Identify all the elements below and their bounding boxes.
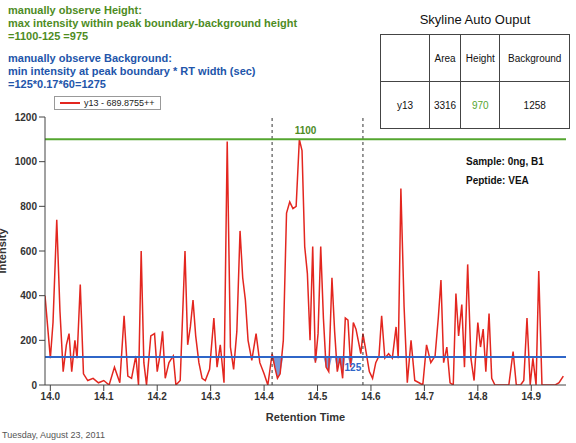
svg-text:Retention Time: Retention Time bbox=[266, 411, 345, 423]
html-text:Tuesday, August 23, 2011: Tuesday, August 23, 2011 bbox=[2, 430, 105, 440]
html-text:max intensity within peak boun: max intensity within peak boundary-backg… bbox=[8, 17, 298, 29]
html-text:=1100-125 =975: =1100-125 =975 bbox=[8, 30, 89, 42]
svg-text:1000: 1000 bbox=[15, 156, 38, 167]
svg-text:1200: 1200 bbox=[15, 112, 38, 123]
svg-text:14.8: 14.8 bbox=[468, 391, 488, 402]
svg-text:600: 600 bbox=[20, 246, 37, 257]
html-text:Skyline Auto Ouput: Skyline Auto Ouput bbox=[419, 12, 531, 27]
svg-text:14.5: 14.5 bbox=[308, 391, 328, 402]
html-text:Sample: 0ng, B1: Sample: 0ng, B1 bbox=[466, 156, 544, 167]
svg-text:200: 200 bbox=[20, 335, 37, 346]
html-text:Height: Height bbox=[465, 52, 495, 64]
html-text:=125*0.17*60=1275: =125*0.17*60=1275 bbox=[8, 78, 106, 90]
html-text:Area: Area bbox=[434, 52, 456, 64]
html-text:manually observe Height:: manually observe Height: bbox=[8, 4, 142, 16]
html-text:min intensity at peak boundary: min intensity at peak boundary * RT widt… bbox=[8, 65, 256, 77]
svg-text:14.1: 14.1 bbox=[94, 391, 114, 402]
html-text:1258: 1258 bbox=[523, 99, 546, 111]
svg-text:14.2: 14.2 bbox=[147, 391, 167, 402]
svg-text:400: 400 bbox=[20, 290, 37, 301]
svg-text:125: 125 bbox=[345, 362, 362, 373]
html-text:970: 970 bbox=[472, 99, 489, 111]
svg-text:14.7: 14.7 bbox=[415, 391, 435, 402]
html-text:3316: 3316 bbox=[433, 99, 457, 111]
svg-text:0: 0 bbox=[31, 380, 37, 391]
html-text:y13: y13 bbox=[396, 99, 414, 111]
svg-text:14.9: 14.9 bbox=[522, 391, 542, 402]
svg-text:14.6: 14.6 bbox=[361, 391, 381, 402]
html-text:Background: Background bbox=[508, 52, 562, 64]
svg-text:800: 800 bbox=[20, 201, 37, 212]
svg-text:14.4: 14.4 bbox=[254, 391, 274, 402]
html-text:manually observe Background:: manually observe Background: bbox=[8, 52, 172, 64]
svg-text:14.3: 14.3 bbox=[201, 391, 221, 402]
svg-text:14.0: 14.0 bbox=[41, 391, 61, 402]
svg-text:1100: 1100 bbox=[295, 125, 317, 136]
html-text:Peptide: VEA: Peptide: VEA bbox=[466, 175, 529, 186]
html-text:y13 - 689.8755++: y13 - 689.8755++ bbox=[84, 98, 155, 108]
